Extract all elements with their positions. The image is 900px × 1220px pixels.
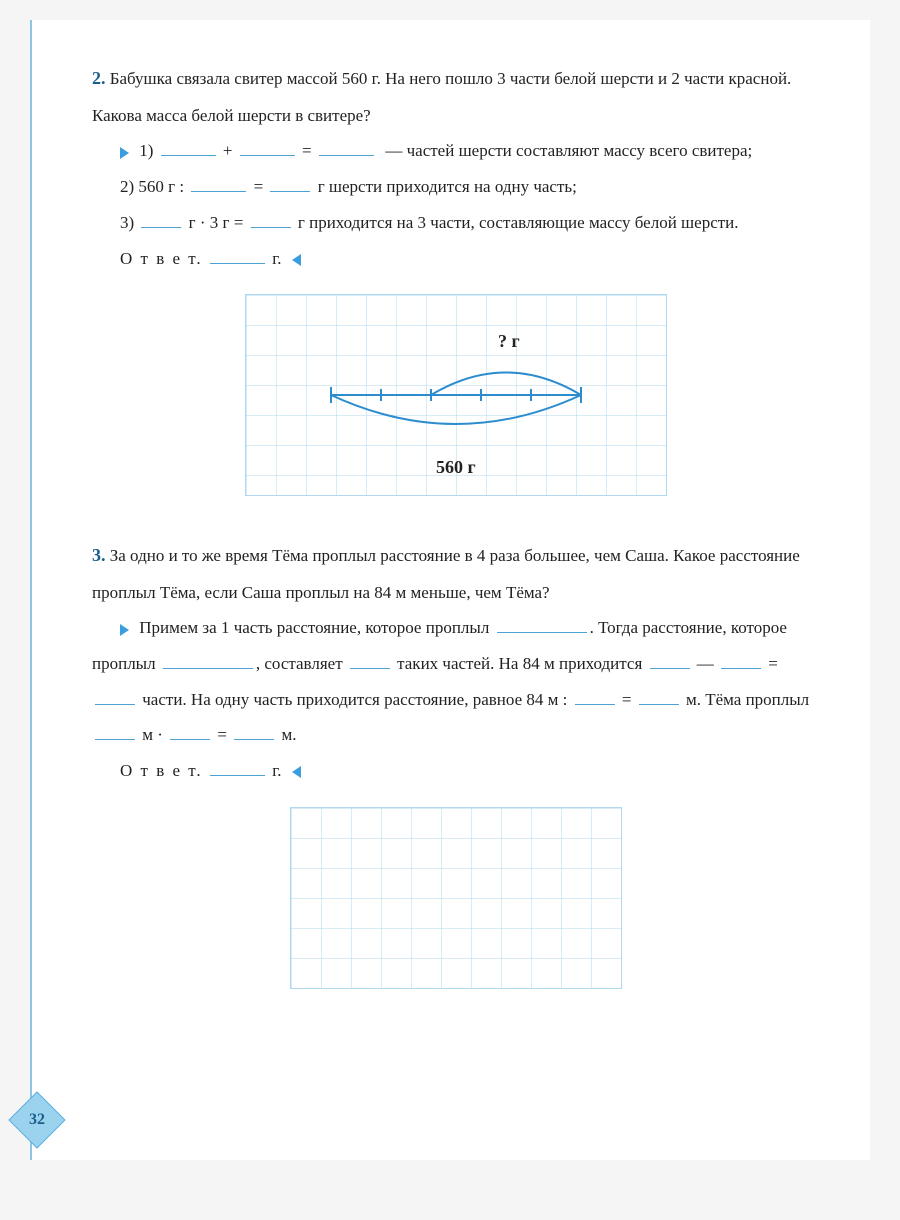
equals-sign-2: = xyxy=(622,690,632,709)
work-grid[interactable] xyxy=(92,807,820,1002)
text-2d: м. Тёма проплыл xyxy=(686,690,809,709)
blank-input[interactable] xyxy=(163,651,253,669)
step-3-prefix: 3) xyxy=(120,213,134,232)
problem-2: 2. Бабушка связала свитер массой 560 г. … xyxy=(92,60,820,509)
text-1a: Примем за 1 часть расстояние, которое пр… xyxy=(139,618,489,637)
problem-2-statement: Бабушка связала свитер массой 560 г. На … xyxy=(92,69,791,125)
problem-2-number: 2. xyxy=(92,68,106,88)
answer-unit: г. xyxy=(272,761,281,780)
answer-row: О т в е т. г. xyxy=(120,249,301,268)
blank-input[interactable] xyxy=(497,615,587,633)
answer-label: О т в е т. xyxy=(120,761,203,780)
blank-input[interactable] xyxy=(170,722,210,740)
blank-input[interactable] xyxy=(319,138,374,156)
equals-sign: = xyxy=(302,141,312,160)
text-1c: , составляет xyxy=(256,654,343,673)
blank-input[interactable] xyxy=(639,687,679,705)
blank-input[interactable] xyxy=(721,651,761,669)
text-2a: На 84 м приходится xyxy=(499,654,643,673)
text-3a: м · xyxy=(142,725,163,744)
equals-sign-3: = xyxy=(217,725,227,744)
equals-sign: = xyxy=(254,177,264,196)
blank-input[interactable] xyxy=(161,138,216,156)
blank-input[interactable] xyxy=(234,722,274,740)
blank-input[interactable] xyxy=(270,174,310,192)
step-3-suffix: г приходится на 3 части, составляющие ма… xyxy=(298,213,739,232)
triangle-left-icon xyxy=(292,766,301,778)
blank-input[interactable] xyxy=(650,651,690,669)
diagram-svg: ? г 560 г xyxy=(245,294,667,496)
step-1-prefix: 1) xyxy=(139,141,153,160)
problem-3: 3. За одно и то же время Тёма проплыл ра… xyxy=(92,537,820,1002)
text-3b: м. xyxy=(282,725,297,744)
step-3-mid: г · 3 г = xyxy=(189,213,244,232)
blank-input[interactable] xyxy=(95,687,135,705)
segment-diagram: ? г 560 г xyxy=(92,294,820,509)
triangle-right-icon xyxy=(120,147,129,159)
step-2-suffix: г шерсти приходится на одну часть; xyxy=(318,177,577,196)
answer-label: О т в е т. xyxy=(120,249,203,268)
triangle-right-icon xyxy=(120,624,129,636)
blank-input[interactable] xyxy=(575,687,615,705)
step-1: 1) + = — частей шерсти составляют массу … xyxy=(120,141,752,160)
step-3: 3) г · 3 г = г приходится на 3 части, со… xyxy=(120,213,739,232)
solution-body: Примем за 1 часть расстояние, которое пр… xyxy=(92,618,809,744)
triangle-left-icon xyxy=(292,254,301,266)
step-2-prefix: 2) 560 г : xyxy=(120,177,184,196)
blank-input[interactable] xyxy=(141,210,181,228)
answer-unit: г. xyxy=(272,249,281,268)
text-2b: части. На одну часть приходится расстоян… xyxy=(142,690,567,709)
blank-input[interactable] xyxy=(210,246,265,264)
equals-sign: = xyxy=(768,654,778,673)
page-number-badge: 32 xyxy=(7,1090,67,1150)
workbook-page: 2. Бабушка связала свитер массой 560 г. … xyxy=(30,20,870,1160)
text-1d: таких частей. xyxy=(397,654,494,673)
plus-sign: + xyxy=(223,141,233,160)
answer-row-3: О т в е т. г. xyxy=(120,761,301,780)
blank-input[interactable] xyxy=(191,174,246,192)
problem-3-statement: За одно и то же время Тёма проплыл расст… xyxy=(92,546,800,602)
blank-input[interactable] xyxy=(251,210,291,228)
diagram-top-label: ? г xyxy=(498,331,520,351)
blank-input[interactable] xyxy=(95,722,135,740)
step-2: 2) 560 г : = г шерсти приходится на одну… xyxy=(120,177,577,196)
diagram-bottom-label: 560 г xyxy=(436,457,476,477)
work-grid-svg xyxy=(290,807,622,989)
minus-sign: — xyxy=(697,654,714,673)
blank-input[interactable] xyxy=(210,758,265,776)
step-1-suffix: — частей шерсти составляют массу всего с… xyxy=(385,141,752,160)
problem-3-number: 3. xyxy=(92,545,106,565)
blank-input[interactable] xyxy=(350,651,390,669)
page-number: 32 xyxy=(7,1090,67,1150)
blank-input[interactable] xyxy=(240,138,295,156)
